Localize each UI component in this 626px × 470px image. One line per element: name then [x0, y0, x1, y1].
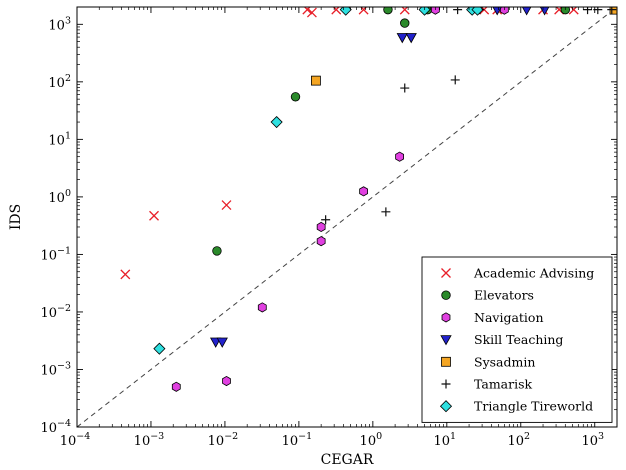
x-tick-label: 101: [434, 431, 457, 449]
plot-frame: [76, 6, 618, 428]
data-point: [492, 7, 502, 16]
legend-marker: [439, 400, 453, 413]
data-point: [221, 200, 232, 211]
data-point: [568, 7, 579, 15]
data-point: [311, 75, 321, 86]
data-point: [331, 7, 342, 15]
series-sysadmin: [311, 7, 617, 86]
data-point: [257, 302, 267, 313]
y-tick-label: 101: [48, 130, 71, 148]
data-point: [216, 337, 228, 348]
series-navigation: [171, 7, 509, 392]
y-tick-label: 10−2: [40, 303, 71, 321]
legend-entry: Skill Teaching: [440, 332, 563, 347]
legend: Academic Advising Elevators Navigation Skil…: [421, 256, 613, 423]
x-tick-label: 103: [581, 431, 604, 449]
legend-label: Skill Teaching: [474, 332, 563, 347]
y-tick-label: 10−3: [40, 360, 71, 378]
diagonal-reference-line: [77, 7, 617, 427]
x-tick-label: 10−1: [282, 431, 313, 449]
data-point: [395, 151, 404, 162]
data-point: [453, 7, 463, 15]
legend-entry: Navigation: [441, 310, 544, 325]
legend-marker: [440, 335, 452, 346]
data-point: [316, 221, 326, 233]
data-point: [383, 7, 393, 15]
legend-entry: Triangle Tireworld: [439, 399, 593, 414]
data-point: [212, 246, 222, 256]
series-academic-advising: [120, 7, 579, 280]
x-axis-label: CEGAR: [321, 452, 374, 468]
legend-label: Sysadmin: [474, 354, 535, 369]
data-point: [521, 7, 532, 16]
legend-entry: Sysadmin: [441, 354, 535, 369]
x-tick-label: 10−2: [208, 431, 239, 449]
data-point: [539, 7, 550, 16]
data-point: [306, 7, 317, 18]
data-point: [316, 236, 326, 247]
data-point: [381, 207, 391, 217]
data-point: [149, 210, 159, 221]
data-point: [400, 18, 410, 28]
legend-marker: [441, 290, 451, 300]
legend-marker: [441, 268, 451, 278]
data-point: [359, 186, 368, 197]
data-point: [450, 75, 460, 85]
legend-marker: [441, 312, 451, 323]
series-skill-teaching: [210, 7, 550, 348]
series-triangle-tireworld: [153, 7, 484, 355]
x-tick-label: 10−4: [60, 431, 91, 449]
legend-entry: Tamarisk: [441, 377, 533, 392]
legend-label: Tamarisk: [474, 377, 533, 392]
y-tick-label: 10−1: [40, 245, 71, 263]
legend-marker: [441, 356, 451, 367]
legend-label: Navigation: [474, 310, 544, 325]
data-point: [222, 375, 231, 387]
x-tick-label: 102: [507, 431, 530, 449]
data-point: [358, 7, 369, 15]
plot-area: [77, 7, 617, 427]
axes: 10−4 10−3 10−2 10−1 100 101 102 103 10−4 10−3 10−2…: [40, 6, 618, 449]
data-point: [399, 7, 410, 15]
data-point: [405, 33, 417, 44]
series-elevators: [212, 7, 571, 256]
legend-label: Elevators: [474, 288, 534, 303]
data-point: [321, 215, 331, 225]
data-point: [290, 92, 301, 102]
y-tick-label: 102: [48, 73, 71, 91]
x-tick-label: 10−3: [134, 431, 165, 449]
y-axis-label: IDS: [8, 204, 24, 230]
legend-entry: Academic Advising: [441, 266, 594, 281]
legend-label: Triangle Tireworld: [474, 399, 593, 414]
data-point: [396, 33, 408, 44]
data-point: [153, 342, 166, 355]
data-point: [560, 7, 571, 15]
y-tick-label: 10−4: [40, 418, 71, 436]
legend-marker: [441, 379, 451, 389]
data-point: [270, 115, 283, 129]
data-point: [339, 7, 352, 16]
data-point: [302, 7, 313, 15]
legend-label: Academic Advising: [473, 266, 594, 281]
data-point: [471, 7, 484, 16]
data-point: [418, 7, 431, 16]
data-point: [120, 269, 131, 280]
data-point: [607, 7, 617, 15]
data-point: [171, 381, 181, 392]
data-point: [400, 83, 410, 93]
x-tick-label: 100: [360, 431, 383, 449]
legend-entry: Elevators: [441, 288, 534, 303]
y-tick-label: 100: [48, 188, 71, 206]
y-tick-label: 103: [48, 15, 71, 33]
legend-box: [421, 256, 613, 423]
